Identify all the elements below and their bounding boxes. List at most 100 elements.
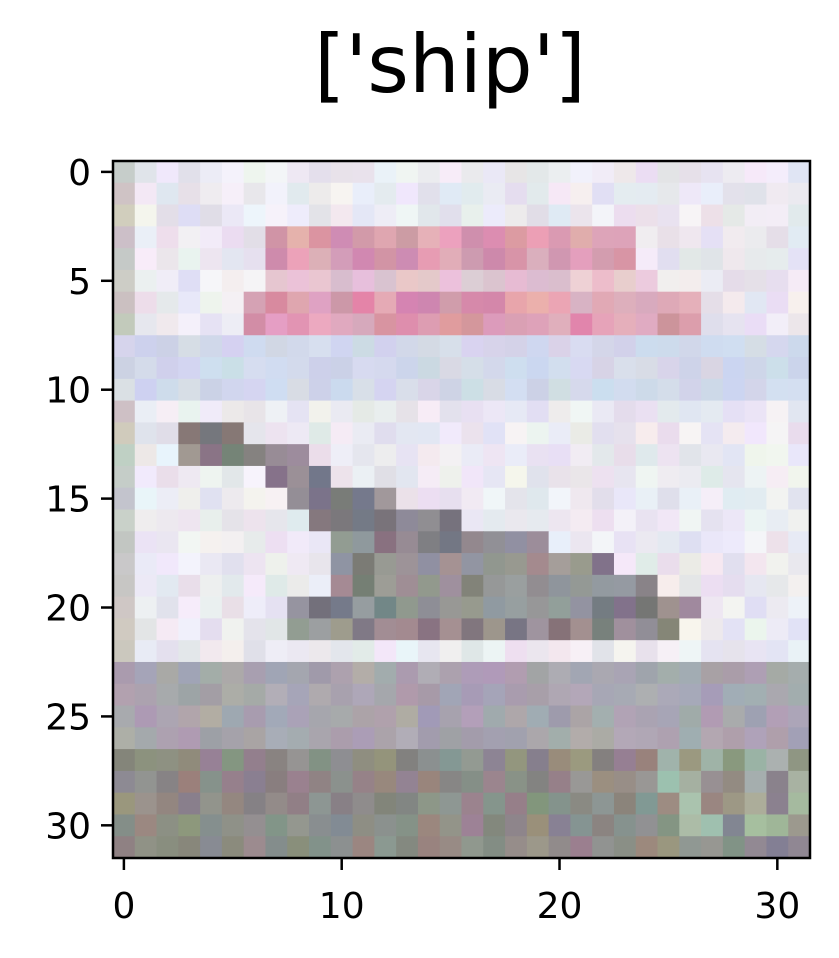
image-pixel	[788, 661, 811, 685]
image-pixel	[657, 444, 680, 467]
image-pixel	[483, 269, 506, 293]
image-pixel	[483, 465, 506, 489]
image-pixel	[178, 378, 201, 402]
image-pixel	[134, 618, 158, 641]
image-pixel	[613, 770, 637, 794]
image-pixel	[156, 161, 179, 184]
image-pixel	[788, 204, 811, 227]
image-pixel	[461, 444, 484, 467]
image-pixel	[265, 378, 288, 402]
image-pixel	[396, 727, 419, 750]
image-pixel	[679, 269, 702, 293]
image-pixel	[592, 204, 615, 227]
image-pixel	[505, 792, 528, 816]
image-pixel	[374, 248, 397, 271]
image-pixel	[766, 269, 789, 293]
image-pixel	[156, 226, 179, 249]
image-pixel	[788, 422, 811, 445]
image-pixel	[417, 814, 441, 837]
image-pixel	[417, 553, 441, 576]
image-pixel	[417, 313, 441, 336]
image-pixel	[200, 400, 223, 423]
image-pixel	[766, 531, 789, 554]
image-pixel	[701, 422, 724, 445]
image-pixel	[592, 749, 615, 772]
image-pixel	[679, 357, 702, 380]
image-pixel	[287, 487, 310, 511]
image-pixel	[788, 574, 811, 598]
image-pixel	[766, 204, 789, 227]
image-pixel	[461, 335, 484, 358]
image-pixel	[526, 378, 550, 402]
image-pixel	[330, 313, 354, 336]
image-pixel	[657, 509, 680, 532]
image-pixel	[134, 661, 158, 685]
image-pixel	[396, 335, 419, 358]
image-pixel	[396, 749, 419, 772]
image-pixel	[592, 313, 615, 336]
image-pixel	[505, 531, 528, 554]
image-pixel	[113, 465, 136, 489]
image-pixel	[635, 814, 659, 837]
image-pixel	[134, 226, 158, 249]
image-pixel	[548, 531, 572, 554]
image-pixel	[352, 248, 375, 271]
image-pixel	[657, 335, 680, 358]
image-pixel	[613, 727, 637, 750]
image-pixel	[701, 291, 724, 315]
image-pixel	[722, 335, 746, 358]
image-pixel	[548, 814, 572, 837]
image-pixel	[265, 204, 288, 227]
image-pixel	[287, 792, 310, 816]
image-pixel	[592, 640, 615, 663]
image-pixel	[657, 269, 680, 293]
image-pixel	[134, 640, 158, 663]
image-pixel	[200, 313, 223, 336]
image-pixel	[548, 400, 572, 423]
image-pixel	[744, 640, 768, 663]
image-pixel	[374, 378, 397, 402]
image-pixel	[613, 248, 637, 271]
image-pixel	[548, 640, 572, 663]
image-pixel	[352, 640, 375, 663]
pixel-grid	[113, 161, 811, 859]
image-pixel	[613, 226, 637, 249]
image-pixel	[744, 335, 768, 358]
image-pixel	[679, 792, 702, 816]
image-pixel	[679, 836, 702, 859]
image-pixel	[744, 465, 768, 489]
image-pixel	[744, 487, 768, 511]
image-pixel	[592, 792, 615, 816]
image-pixel	[156, 814, 179, 837]
image-pixel	[396, 248, 419, 271]
image-pixel	[309, 357, 332, 380]
image-pixel	[200, 204, 223, 227]
image-pixel	[483, 705, 506, 728]
image-pixel	[505, 226, 528, 249]
x-tick-label: 20	[537, 886, 583, 927]
image-pixel	[134, 509, 158, 532]
image-pixel	[505, 727, 528, 750]
image-pixel	[526, 770, 550, 794]
image-pixel	[657, 792, 680, 816]
image-pixel	[570, 705, 593, 728]
image-pixel	[657, 814, 680, 837]
image-pixel	[178, 313, 201, 336]
image-pixel	[679, 509, 702, 532]
image-pixel	[309, 836, 332, 859]
image-pixel	[635, 248, 659, 271]
image-pixel	[483, 248, 506, 271]
image-pixel	[439, 269, 463, 293]
image-pixel	[178, 640, 201, 663]
image-pixel	[548, 749, 572, 772]
image-pixel	[744, 574, 768, 598]
image-pixel	[200, 618, 223, 641]
image-pixel	[113, 792, 136, 816]
image-pixel	[200, 596, 223, 620]
image-pixel	[287, 596, 310, 620]
image-pixel	[483, 357, 506, 380]
image-pixel	[417, 269, 441, 293]
image-pixel	[134, 313, 158, 336]
image-pixel	[722, 531, 746, 554]
image-pixel	[483, 509, 506, 532]
